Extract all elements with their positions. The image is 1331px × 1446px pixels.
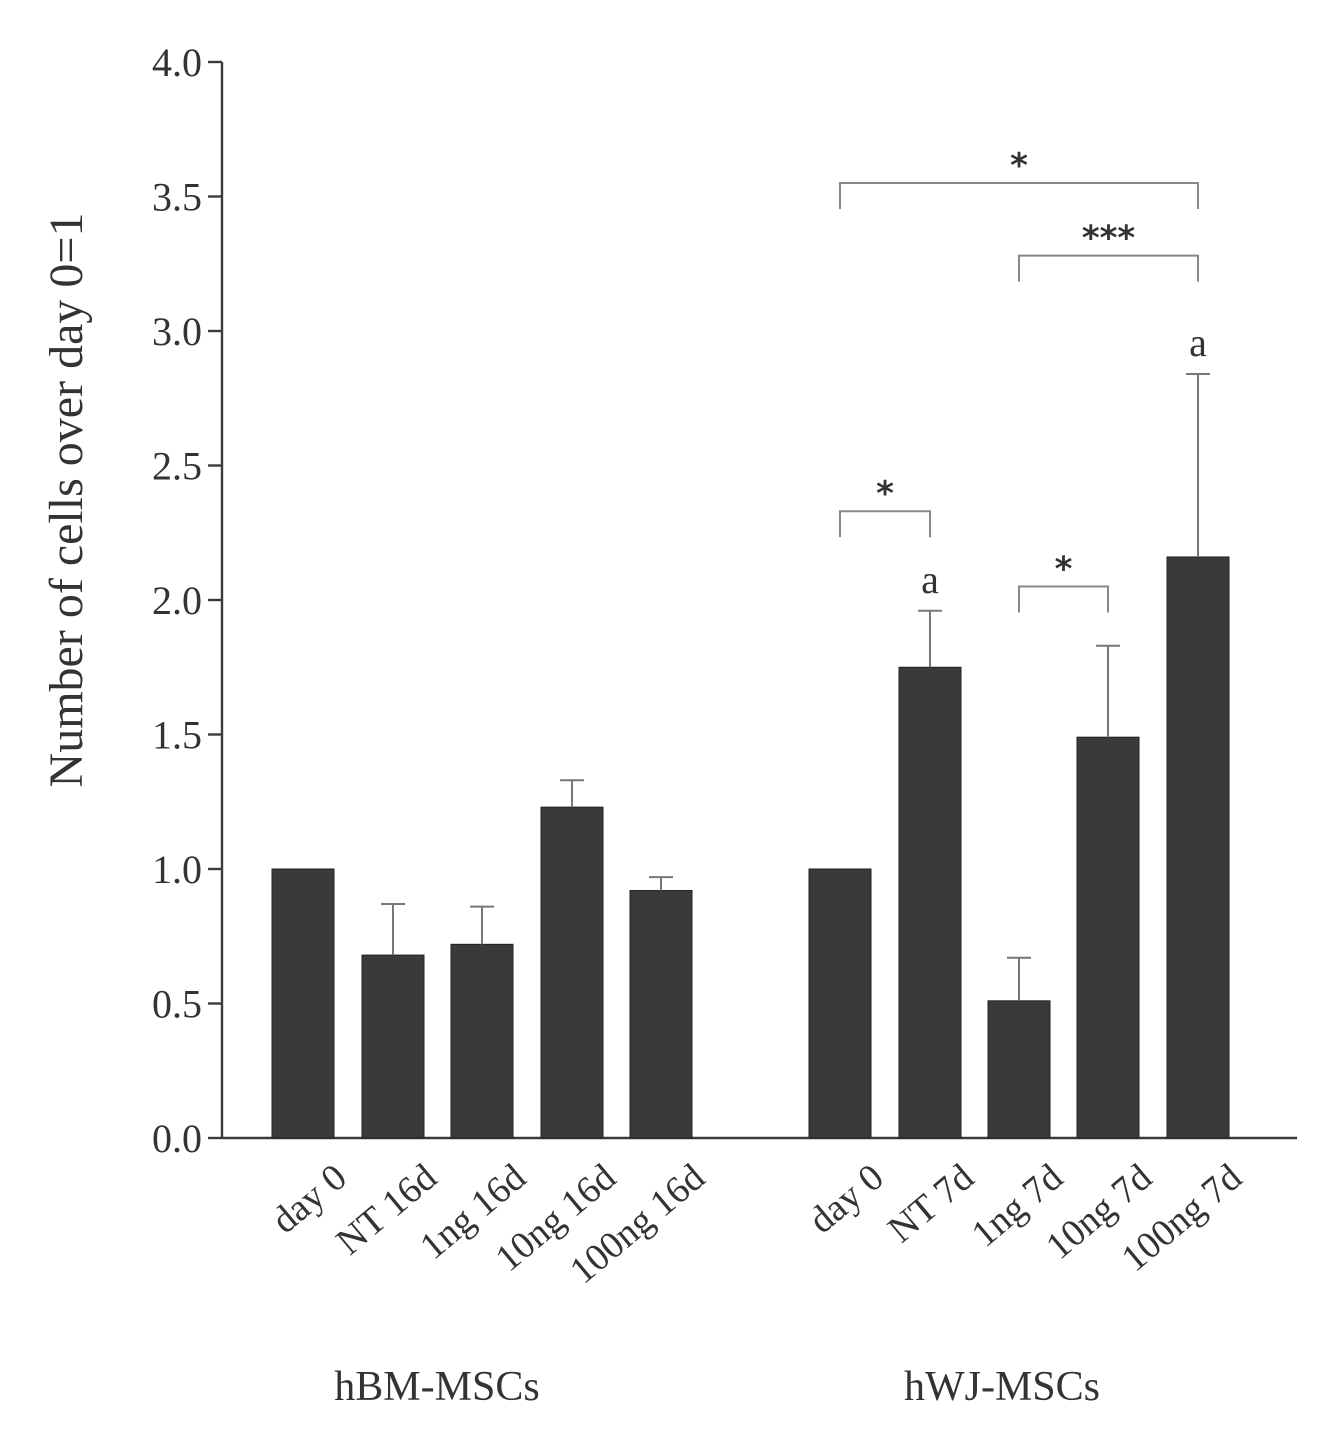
- bar-1-0: [808, 868, 872, 1139]
- bar-1-4: [1166, 556, 1230, 1139]
- bar-0-0: [271, 868, 335, 1139]
- bar-0-2: [450, 943, 514, 1139]
- y-tick-label-1: 0.5: [152, 982, 202, 1027]
- y-tick-label-4: 2.0: [152, 578, 202, 623]
- y-tick-label-7: 3.5: [152, 175, 202, 220]
- y-axis-label: Number of cells over day 0=1: [40, 213, 93, 788]
- y-tick-label-6: 3.0: [152, 309, 202, 354]
- letter-1-4: a: [1189, 320, 1207, 365]
- group-label-1: hWJ-MSCs: [904, 1364, 1100, 1410]
- significance-bracket-0: [839, 182, 1199, 210]
- bar-0-4: [629, 890, 693, 1139]
- significance-label-2: *: [876, 474, 894, 514]
- y-tick-label-3: 1.5: [152, 713, 202, 758]
- significance-bracket-1: [1018, 254, 1199, 282]
- significance-letters: aa: [921, 320, 1207, 602]
- bar-1-1: [898, 666, 962, 1139]
- bar-1-2: [987, 1000, 1051, 1139]
- y-tick-label-0: 0.0: [152, 1116, 202, 1161]
- significance-label-3: *: [1055, 550, 1073, 590]
- significance-bracket-3: [1018, 585, 1109, 613]
- bars: [271, 556, 1230, 1139]
- significance-label-1: ***: [1082, 219, 1136, 259]
- category-label-1-0: day 0: [801, 1156, 892, 1242]
- bar-0-3: [540, 806, 604, 1139]
- y-tick-label-5: 2.5: [152, 444, 202, 489]
- significance-brackets: ******: [839, 146, 1199, 613]
- significance-bracket-2: [839, 510, 931, 538]
- significance-label-0: *: [1010, 146, 1028, 186]
- letter-1-1: a: [921, 557, 939, 602]
- y-axis-ticks: 0.0 0.5 1.0 1.5 2.0 2.5 3.0 3.5 4.0: [152, 40, 222, 1161]
- error-bars: [381, 373, 1210, 1001]
- y-tick-label-2: 1.0: [152, 847, 202, 892]
- bar-0-1: [361, 954, 425, 1139]
- group-label-0: hBM-MSCs: [334, 1364, 539, 1410]
- group-labels: hBM-MSCs hWJ-MSCs: [334, 1364, 1100, 1410]
- category-label-1-1: NT 7d: [880, 1156, 982, 1251]
- y-tick-label-8: 4.0: [152, 40, 202, 85]
- bar-1-3: [1076, 736, 1140, 1139]
